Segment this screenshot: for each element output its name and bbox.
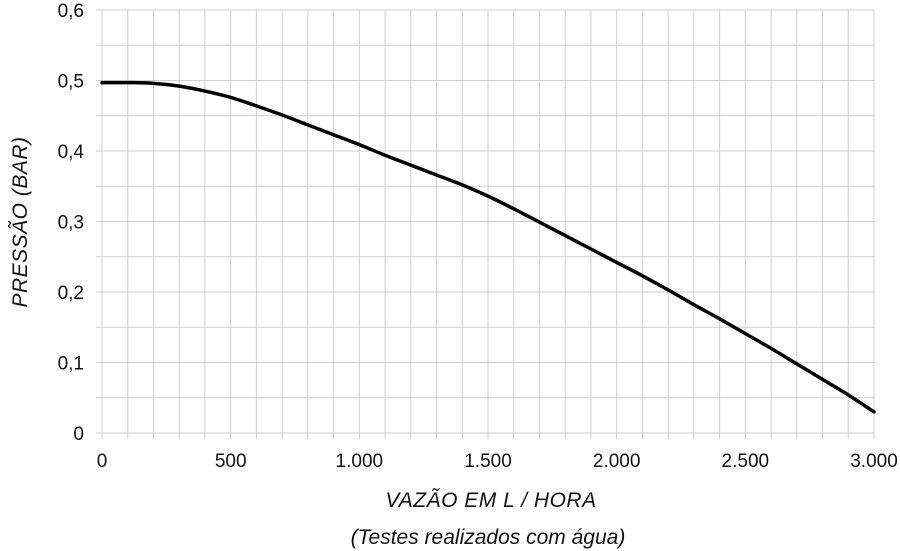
x-axis-label: VAZÃO EM L / HORA — [385, 488, 596, 512]
series-layer — [100, 80, 876, 414]
x-tick-label: 1.500 — [464, 451, 512, 472]
y-axis-label: PRESSÃO (BAR) — [8, 136, 32, 307]
y-tick-label: 0,1 — [58, 354, 84, 375]
y-tick-label: 0,2 — [58, 283, 84, 304]
y-tick-label: 0,4 — [58, 142, 85, 163]
x-tick-label: 0 — [97, 451, 108, 472]
chart-note: (Testes realizados com água) — [351, 526, 626, 549]
y-tick-label: 0,6 — [58, 1, 84, 22]
grid — [96, 9, 875, 439]
tick-labels: 0 500 1.000 1.500 2.000 2.500 3.000 0 0,1 0,2 0,3 0… — [58, 1, 898, 472]
x-tick-label: 2.000 — [593, 451, 641, 472]
x-tick-label: 500 — [215, 451, 247, 472]
y-tick-label: 0,5 — [58, 72, 84, 93]
series-line — [100, 80, 876, 414]
y-tick-label: 0,3 — [58, 213, 84, 234]
y-tick-label: 0 — [73, 424, 84, 445]
x-tick-label: 1.000 — [336, 451, 384, 472]
x-tick-label: 3.000 — [850, 451, 898, 472]
x-tick-label: 2.500 — [722, 451, 770, 472]
